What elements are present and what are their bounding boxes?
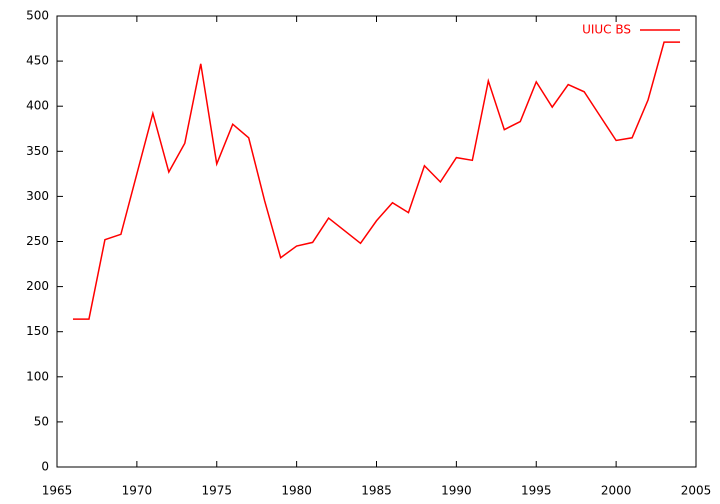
y-tick-label: 150: [26, 324, 49, 338]
y-tick-label: 350: [26, 144, 49, 158]
x-tick-label: 1965: [42, 484, 73, 498]
plot-frame: [56, 15, 697, 468]
y-tick-label: 100: [26, 369, 49, 383]
y-tick-label: 500: [26, 9, 49, 23]
y-tick-label: 200: [26, 279, 49, 293]
y-tick-label: 450: [26, 54, 49, 68]
x-tick-label: 1970: [122, 484, 153, 498]
x-tick-label: 1975: [201, 484, 232, 498]
y-tick-label: 0: [41, 460, 49, 474]
y-tick-label: 400: [26, 99, 49, 113]
legend-label: UIUC BS: [582, 23, 631, 37]
x-tick-label: 1980: [281, 484, 312, 498]
x-tick-label: 2000: [601, 484, 632, 498]
series-line: [72, 41, 681, 320]
y-tick-label: 50: [34, 414, 49, 428]
x-tick-label: 2005: [681, 484, 712, 498]
y-tick-label: 250: [26, 234, 49, 248]
y-tick-label: 300: [26, 189, 49, 203]
x-tick-label: 1985: [361, 484, 392, 498]
x-tick-label: 1995: [521, 484, 552, 498]
x-tick-label: 1990: [441, 484, 472, 498]
